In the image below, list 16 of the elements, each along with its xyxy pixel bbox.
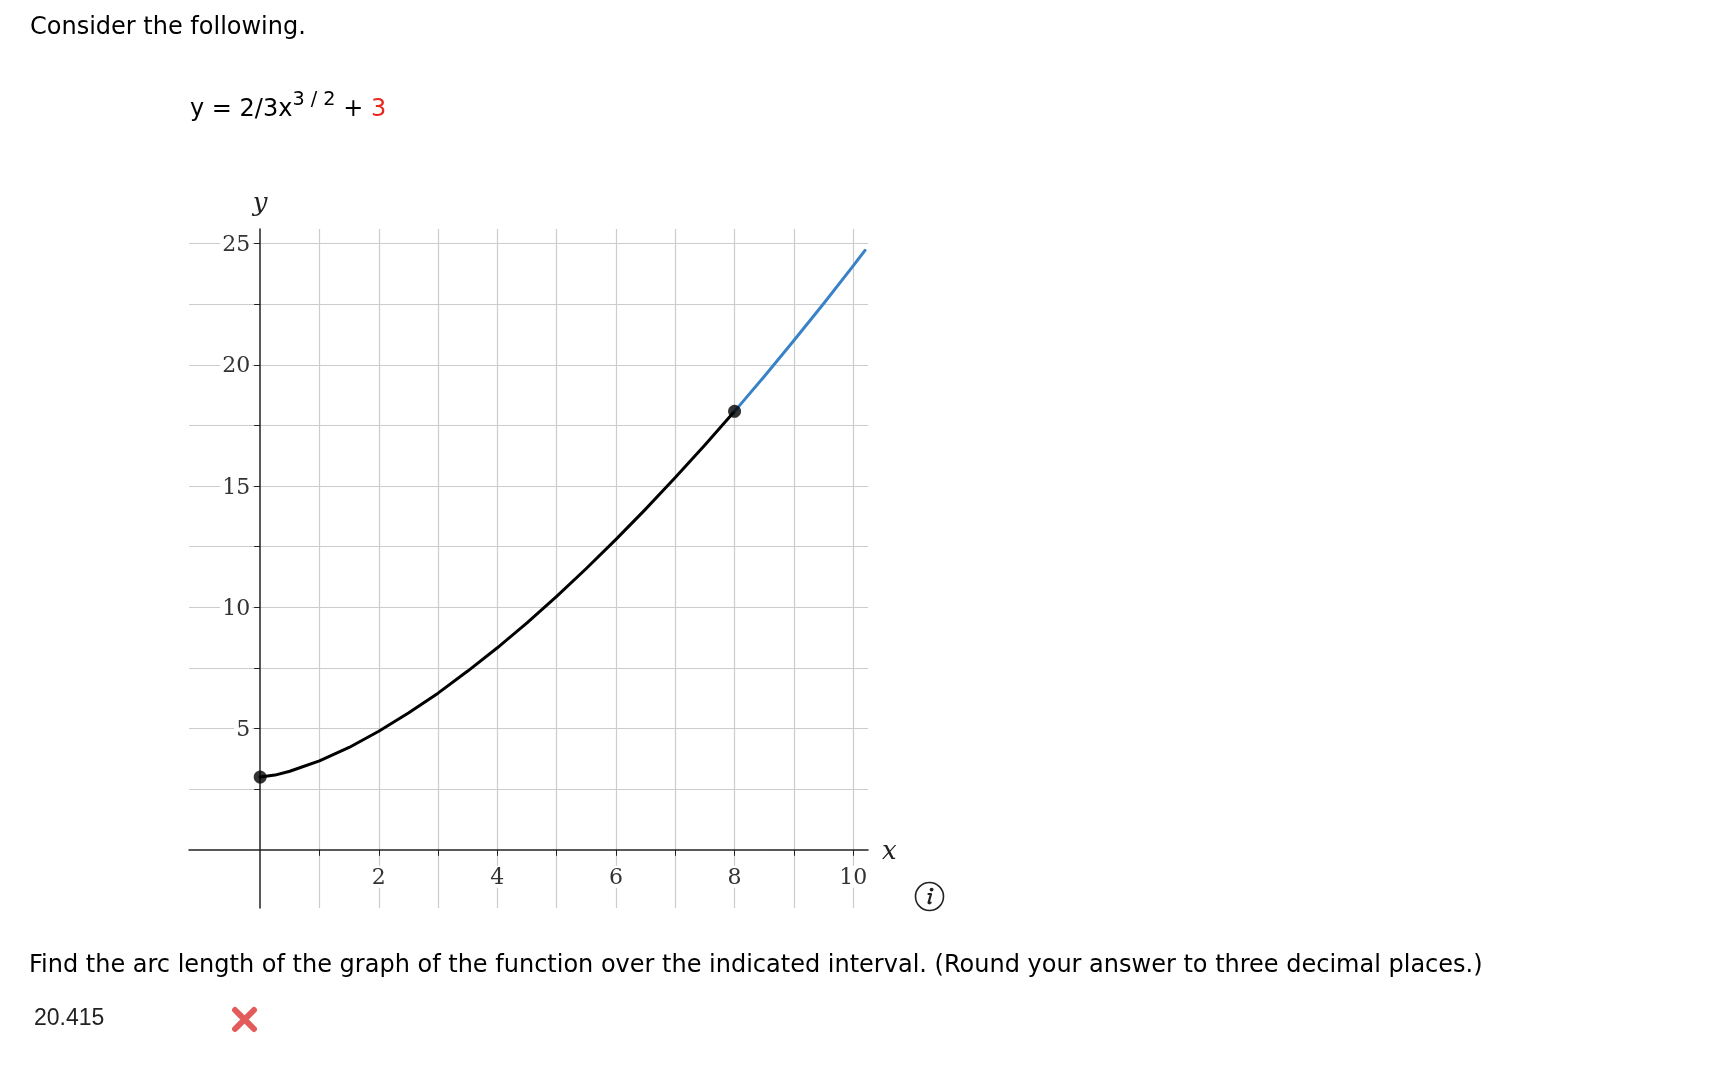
x-tick-label: 2 bbox=[371, 864, 386, 890]
x-tick-label: 8 bbox=[727, 864, 742, 890]
text: 20.415 bbox=[34, 1004, 105, 1031]
y-axis-title: y bbox=[251, 187, 268, 217]
text: Find the arc length of the graph of the function over the indicated interval. (Round your answer to three decimal places.) bbox=[29, 950, 1483, 978]
y-tick-label: 5 bbox=[236, 716, 251, 742]
chart-title: Consider the following. bbox=[30, 12, 306, 40]
y-tick-label: 15 bbox=[222, 473, 251, 499]
x-tick-label: 10 bbox=[839, 864, 868, 890]
y-tick-label: 25 bbox=[222, 231, 251, 257]
chart-subtitle: y = 2/3x$^{3 / 2}$ + 3 bbox=[190, 87, 387, 122]
x-tick-label: 4 bbox=[490, 864, 505, 890]
x-tick-label: 6 bbox=[608, 864, 623, 890]
x-axis-title: x bbox=[882, 834, 897, 865]
y-tick-label: 10 bbox=[222, 594, 251, 620]
y-tick-label: 20 bbox=[222, 352, 251, 378]
